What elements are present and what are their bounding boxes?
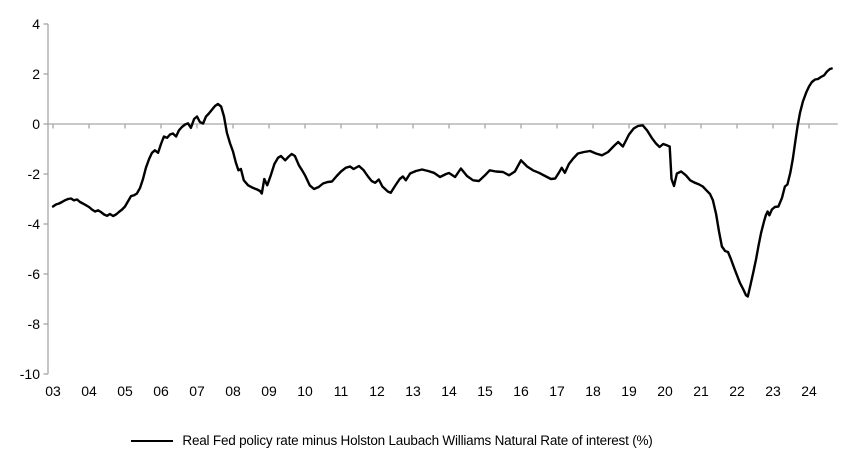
x-axis-tick-label: 05 bbox=[117, 383, 133, 399]
y-axis-tick-label: 4 bbox=[32, 16, 40, 32]
x-axis-tick-label: 08 bbox=[225, 383, 241, 399]
x-axis-tick-label: 24 bbox=[801, 383, 817, 399]
x-axis-tick-label: 21 bbox=[693, 383, 709, 399]
x-axis-tick-label: 11 bbox=[334, 383, 349, 399]
x-axis-tick-label: 16 bbox=[513, 383, 529, 399]
x-axis-tick-label: 10 bbox=[297, 383, 313, 399]
legend: Real Fed policy rate minus Holston Lauba… bbox=[0, 433, 818, 448]
x-axis-tick-label: 06 bbox=[153, 383, 169, 399]
x-axis-tick-label: 07 bbox=[189, 383, 205, 399]
x-axis-tick-label: 13 bbox=[405, 383, 421, 399]
x-axis-tick-label: 12 bbox=[369, 383, 385, 399]
x-axis-tick-label: 03 bbox=[45, 383, 61, 399]
y-axis-tick-label: 2 bbox=[32, 66, 40, 82]
x-axis: 03 04 05 06 07 08 09 10 11 12 13 14 15 16 17 18 19 20 21 22… bbox=[45, 123, 838, 399]
x-axis-tick-label: 23 bbox=[765, 383, 781, 399]
x-axis-tick-label: 18 bbox=[585, 383, 601, 399]
series-line bbox=[51, 67, 833, 298]
x-axis-tick-label: 15 bbox=[477, 383, 493, 399]
x-axis-tick-label: 09 bbox=[261, 383, 277, 399]
y-axis-tick-label: -8 bbox=[28, 316, 41, 332]
x-axis-tick-label: 19 bbox=[621, 383, 637, 399]
y-axis-tick-label: 0 bbox=[32, 116, 40, 132]
x-axis-tick-label: 14 bbox=[441, 383, 457, 399]
y-axis-tick-label: -10 bbox=[20, 366, 40, 382]
legend-label: Real Fed policy rate minus Holston Lauba… bbox=[182, 433, 653, 448]
y-axis-tick-label: -4 bbox=[28, 216, 41, 232]
x-axis-tick-label: 17 bbox=[549, 383, 565, 399]
y-axis-tick-label: -6 bbox=[28, 266, 41, 282]
x-axis-tick-label: 20 bbox=[657, 383, 673, 399]
y-axis-tick-label: -2 bbox=[28, 166, 41, 182]
legend-line-swatch bbox=[131, 439, 174, 442]
x-axis-tick-label: 04 bbox=[81, 383, 97, 399]
y-axis: 4 2 0 -2 -4 -6 -8 -10 bbox=[20, 16, 49, 382]
x-axis-tick-label: 22 bbox=[729, 383, 745, 399]
